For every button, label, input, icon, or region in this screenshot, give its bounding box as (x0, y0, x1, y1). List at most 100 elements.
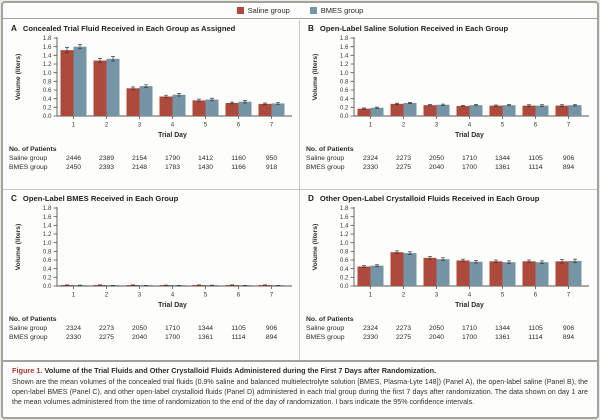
y-axis: 0.0 0.20.4 0.6 0.81.0 1.2 1.41.6 1.8 (340, 35, 355, 120)
legend-label-saline: Saline group (247, 6, 290, 15)
panels-grid: A Concealed Trial Fluid Received in Each … (3, 20, 597, 360)
patient-count-cell: 1114 (231, 334, 246, 341)
y-tick-label: 1.2 (43, 231, 52, 238)
patient-count-cell: 1361 (494, 164, 511, 171)
patient-count-cell: 918 (265, 164, 278, 171)
x-tick-label: 3 (138, 292, 142, 299)
x-tick-label: 5 (501, 122, 505, 129)
table-row: No. of Patients (9, 145, 293, 154)
legend-item-bmes: BMES group (309, 6, 364, 15)
y-axis: 0.0 0.20.4 0.6 0.81.0 1.2 1.41.6 1.8 (43, 205, 58, 290)
bar-bmes (469, 105, 483, 116)
panel-a: A Concealed Trial Fluid Received in Each … (3, 20, 300, 190)
patient-count-cell: 1700 (164, 334, 181, 341)
panel-letter: D (308, 194, 314, 203)
x-tick-label: 5 (501, 292, 505, 299)
panel-b: B Open-Label Saline Solution Received in … (300, 20, 597, 190)
x-tick-label: 1 (369, 122, 373, 129)
patient-count-cell: 2330 (362, 334, 379, 341)
saline-row-label: Saline group (9, 155, 48, 162)
bars-saline (357, 250, 569, 286)
x-tick-label: 2 (105, 122, 109, 129)
saline-row-label: Saline group (306, 155, 345, 162)
bar-saline (456, 106, 470, 116)
y-tick-label: 0.6 (43, 257, 52, 264)
y-tick-label: 0.0 (43, 113, 52, 120)
saline-swatch-icon (236, 7, 244, 14)
y-tick-label: 1.2 (43, 61, 52, 68)
patient-count-cell: 2275 (395, 164, 412, 171)
bars-bmes (73, 44, 285, 116)
table-row: BMES group 2330 2275 2040 1700 1361 1114 894 (9, 333, 293, 342)
y-tick-label: 0.8 (43, 248, 52, 255)
bmes-row-label: BMES group (306, 334, 345, 341)
y-tick-label: 0.2 (340, 104, 349, 111)
bar-bmes (139, 86, 153, 116)
patient-count-cell: 2450 (65, 164, 82, 171)
patient-count-cell: 2273 (395, 155, 412, 162)
patients-header: No. of Patients (306, 146, 354, 153)
bars-bmes (370, 101, 582, 116)
panel-c: C Open-Label BMES Received in Each Group … (3, 190, 300, 360)
x-axis: 1 2 3 4 5 6 7 (354, 285, 589, 299)
patient-count-cell: 2330 (362, 164, 379, 171)
bar-saline (258, 103, 272, 116)
patient-count-cell: 2324 (362, 155, 379, 162)
patient-count-cell: 2040 (428, 164, 445, 171)
patient-count-cell: 906 (562, 155, 575, 162)
patient-count-cell: 1700 (461, 334, 478, 341)
bar-saline (357, 108, 371, 116)
patient-count-cell: 1361 (197, 334, 214, 341)
x-tick-label: 4 (468, 292, 472, 299)
bar-bmes (436, 259, 450, 286)
panel-title-text: Other Open-Label Crystalloid Fluids Rece… (319, 194, 540, 203)
bar-bmes (502, 105, 516, 116)
patient-count-cell: 1430 (197, 164, 214, 171)
panel-letter: A (11, 24, 17, 33)
table-row: Saline group 2324 2273 2050 1710 1344 1105 906 (306, 154, 591, 163)
panel-letter: C (11, 194, 17, 203)
y-tick-label: 0.4 (43, 96, 52, 103)
panel-title-text: Open-Label Saline Solution Received in E… (319, 24, 509, 33)
saline-row-label: Saline group (306, 325, 345, 332)
bmes-swatch-icon (309, 7, 317, 14)
patient-count-cell: 1344 (197, 325, 214, 332)
patient-count-cell: 950 (265, 155, 278, 162)
table-row: No. of Patients (306, 145, 591, 154)
bar-saline (93, 60, 107, 116)
panel-a-title: A Concealed Trial Fluid Received in Each … (11, 24, 293, 33)
bar-bmes (403, 253, 417, 286)
patient-count-cell: 894 (562, 334, 575, 341)
patient-count-cell: 2273 (395, 325, 412, 332)
y-tick-label: 1.4 (340, 52, 349, 59)
y-axis-label: Volume (liters) (15, 224, 22, 271)
x-tick-label: 2 (402, 122, 406, 129)
bmes-row-label: BMES group (9, 164, 48, 171)
bars-saline (60, 284, 272, 286)
y-axis: 0.0 0.20.4 0.6 0.81.0 1.2 1.41.6 1.8 (340, 205, 355, 290)
bar-bmes (403, 103, 417, 116)
y-axis-label: Volume (liters) (312, 54, 319, 101)
x-axis: 1 2 3 4 5 6 7 (354, 115, 589, 129)
y-tick-label: 1.8 (340, 205, 349, 212)
bar-saline (60, 50, 74, 116)
bar-saline (522, 261, 536, 286)
y-tick-label: 0.4 (340, 96, 349, 103)
patient-count-cell: 1105 (528, 325, 543, 332)
bar-bmes (106, 58, 120, 116)
bar-bmes (73, 46, 87, 116)
legend-label-bmes: BMES group (320, 6, 364, 15)
x-axis-label: Trial Day (158, 132, 187, 139)
bar-saline (423, 105, 437, 116)
y-tick-label: 1.6 (340, 44, 349, 51)
y-tick-label: 1.6 (340, 214, 349, 221)
bar-bmes (370, 265, 384, 286)
bar-bmes (502, 262, 516, 286)
x-tick-label: 4 (171, 122, 175, 129)
y-tick-label: 0.6 (43, 87, 52, 94)
patient-count-cell: 1710 (461, 155, 478, 162)
bars-bmes (370, 251, 582, 286)
y-tick-label: 1.0 (340, 240, 349, 247)
patient-count-cell: 1105 (528, 155, 543, 162)
x-tick-label: 4 (171, 292, 175, 299)
